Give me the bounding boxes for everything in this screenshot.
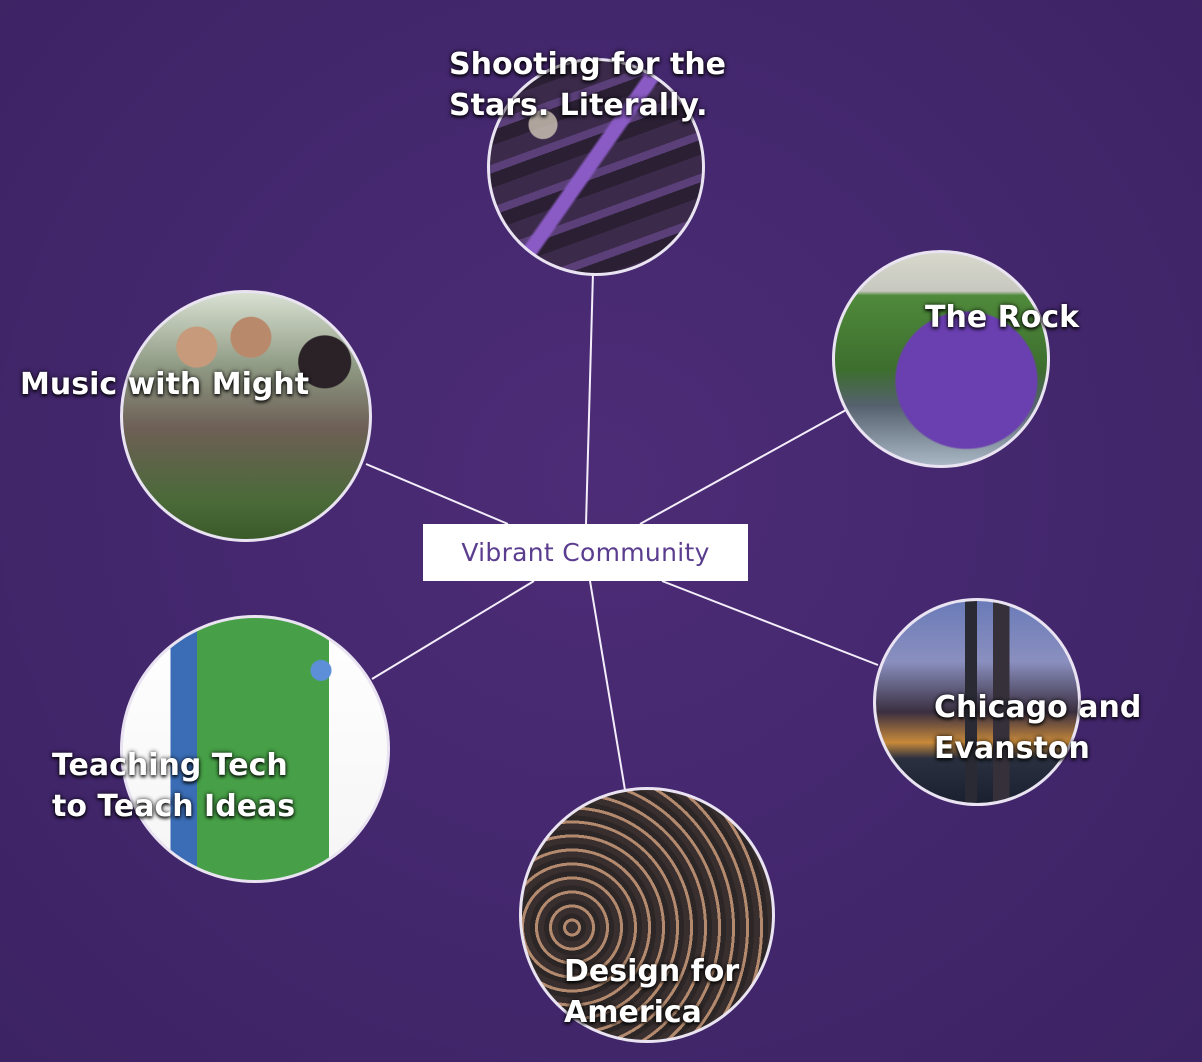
node-dfa-label: Design for America <box>564 954 740 1030</box>
node-rock-label: The Rock <box>925 300 1080 335</box>
center-topic-box[interactable]: Vibrant Community <box>423 524 748 581</box>
node-tech-label: Teaching Tech to Teach Ideas <box>52 748 296 824</box>
connector-chicago <box>661 580 879 666</box>
connector-dfa <box>589 580 626 791</box>
connector-tech <box>371 580 535 680</box>
connector-music <box>365 463 509 525</box>
node-stars-photo <box>487 58 705 276</box>
node-music-label: Music with Might <box>20 367 310 402</box>
center-topic-label: Vibrant Community <box>461 538 710 567</box>
node-rock-photo <box>832 250 1050 468</box>
node-dfa-photo <box>519 787 775 1043</box>
connector-rock <box>639 409 847 525</box>
node-chicago-photo <box>873 598 1081 806</box>
node-music-photo <box>120 290 372 542</box>
node-chicago-label: Chicago and Evanston <box>934 690 1142 766</box>
node-stars-label: Shooting for the Stars. Literally. <box>449 47 727 123</box>
node-tech-photo <box>120 615 390 883</box>
connector-stars <box>585 271 594 525</box>
